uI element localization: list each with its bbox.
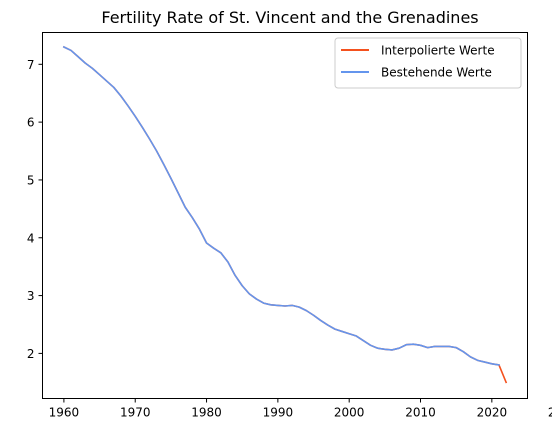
- legend-label-bestehende-werte: Bestehende Werte: [381, 66, 492, 80]
- x-tick-label: 2020: [477, 406, 508, 420]
- y-tick-label: 2: [27, 347, 35, 361]
- x-tick-label: 1970: [120, 406, 151, 420]
- series-line-bestehende-werte: [62, 45, 500, 366]
- y-tick-label: 6: [27, 116, 35, 130]
- plot-frame: [42, 32, 528, 399]
- chart-title: Fertility Rate of St. Vincent and the Gr…: [101, 8, 478, 27]
- y-tick-label: 5: [27, 173, 35, 187]
- legend-label-interpolierte-werte: Interpolierte Werte: [381, 44, 495, 58]
- x-tick-label: 1980: [191, 406, 222, 420]
- y-axis: 2 3 4 5 6 7: [27, 58, 43, 361]
- x-tick-label: 1960: [49, 406, 80, 420]
- x-tick-label: 2030: [548, 406, 552, 420]
- plot-area: [62, 45, 508, 384]
- legend: Interpolierte Werte Bestehende Werte: [334, 37, 522, 89]
- legend-box: [334, 37, 522, 89]
- y-tick-label: 3: [27, 289, 35, 303]
- x-tick-label: 1990: [263, 406, 294, 420]
- x-axis: 1960 1970 1980 1990 2000 2010 2020 2030: [49, 398, 552, 420]
- series-line-interpolierte-werte: [62, 45, 508, 384]
- x-tick-label: 2000: [334, 406, 365, 420]
- x-tick-label: 2010: [405, 406, 436, 420]
- y-tick-label: 4: [27, 231, 35, 245]
- y-tick-label: 7: [27, 58, 35, 72]
